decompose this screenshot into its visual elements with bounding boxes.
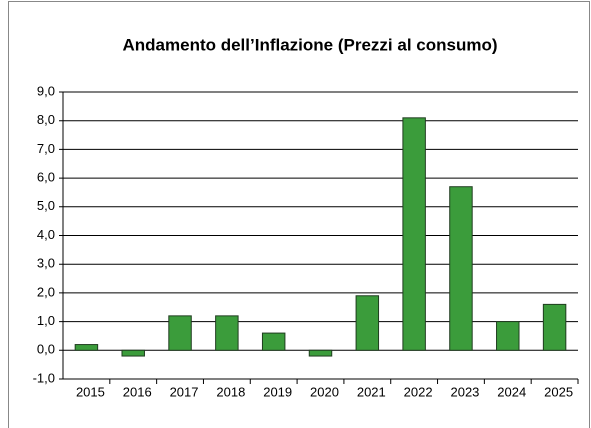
- x-tick-label: 2019: [263, 384, 292, 399]
- x-tick-label: 2021: [357, 384, 386, 399]
- y-tick-label: 0,0: [37, 342, 55, 357]
- y-tick-label: 7,0: [37, 141, 55, 156]
- bar: [449, 186, 473, 351]
- x-tick-label: 2016: [123, 384, 152, 399]
- y-tick-label: 3,0: [37, 256, 55, 271]
- bar: [542, 303, 567, 351]
- bar: [355, 295, 380, 351]
- x-tick-label: 2017: [170, 384, 199, 399]
- bar: [261, 332, 286, 351]
- x-tick-label: 2015: [76, 384, 105, 399]
- y-tick-label: 4,0: [37, 227, 55, 242]
- x-tick-label: 2022: [404, 384, 433, 399]
- bar: [168, 315, 192, 351]
- bar: [308, 349, 333, 357]
- x-tick-label: 2024: [497, 384, 526, 399]
- bar: [402, 117, 426, 351]
- y-tick-label: 6,0: [37, 170, 55, 185]
- x-tick-label: 2020: [310, 384, 339, 399]
- y-tick-label: -1,0: [33, 370, 55, 385]
- y-tick-label: 2,0: [37, 284, 55, 299]
- y-tick-label: 5,0: [37, 198, 55, 213]
- bar: [74, 344, 99, 351]
- y-tick-label: 1,0: [37, 313, 55, 328]
- x-tick-label: 2023: [450, 384, 479, 399]
- y-tick-label: 8,0: [37, 112, 55, 127]
- chart-title: Andamento dell’Inflazione (Prezzi al con…: [123, 35, 498, 54]
- y-tick-label: 9,0: [37, 83, 55, 98]
- x-tick-label: 2018: [216, 384, 245, 399]
- frame: [8, 1, 590, 428]
- bar: [121, 349, 145, 357]
- x-tick-label: 2025: [544, 384, 573, 399]
- bar: [496, 321, 520, 351]
- bar: [215, 315, 239, 351]
